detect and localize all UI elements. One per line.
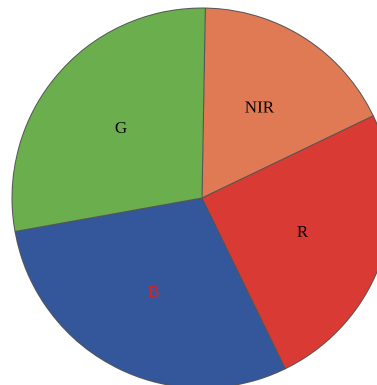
pie-label-g: G <box>115 118 127 137</box>
pie-slice-nir <box>201 7 374 199</box>
pie-label-nir: NIR <box>245 97 275 116</box>
pie-slice-b <box>14 197 286 385</box>
pie-label-r: R <box>297 222 309 241</box>
pie-slice-g <box>11 7 206 233</box>
pie-labels: NIR R B G <box>115 97 309 300</box>
pie-label-b: B <box>148 282 159 301</box>
pie-slice-r <box>201 115 377 370</box>
pie-slices <box>11 7 377 385</box>
